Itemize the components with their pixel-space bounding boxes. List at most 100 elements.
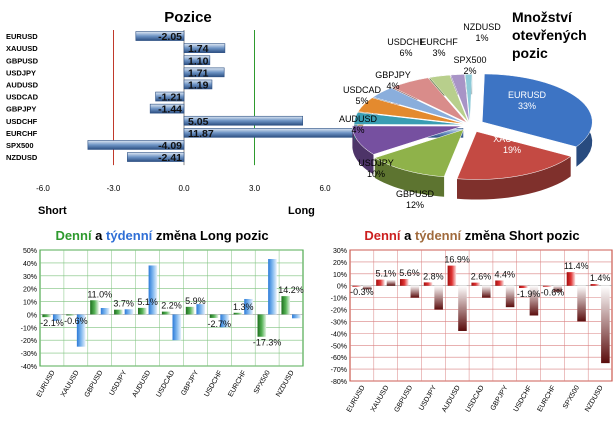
daily-bar — [423, 282, 433, 286]
pozice-bar — [183, 67, 225, 78]
daily-value-label: 11.0% — [87, 289, 112, 299]
pie-label-name: XAUUSD — [493, 134, 531, 144]
weekly-bar — [434, 285, 443, 310]
weekly-bar — [124, 309, 134, 315]
daily-value-label: -1.9% — [517, 289, 541, 299]
daily-value-label: 2.6% — [471, 272, 492, 282]
daily-bar — [495, 280, 504, 286]
daily-value-label: -0.6% — [541, 287, 565, 297]
weekly-bar — [148, 265, 158, 315]
y-tick-label: 10% — [333, 272, 347, 279]
pozice-value-label: -2.41 — [158, 152, 182, 164]
pozice-tick-label: 3.0 — [249, 184, 261, 193]
daily-value-label: 1.3% — [233, 302, 254, 312]
pozice-tick-label: -6.0 — [36, 184, 50, 193]
y-tick-label: -30% — [331, 319, 347, 326]
long-change-chart: Denní a týdenní změna Long pozic 50% 40% 3… — [21, 228, 304, 399]
long-title-and: a — [92, 228, 106, 243]
pozice-short-label: Short — [38, 205, 67, 217]
pozice-bar — [183, 79, 213, 90]
pozice-value-label: -4.09 — [158, 140, 182, 152]
daily-bar — [114, 309, 123, 315]
weekly-bar — [529, 285, 539, 316]
pie-slice — [482, 73, 593, 148]
pozice-bars: -2.05 1.741.101.711.19 -1.21-1.44 5.0511.87… — [87, 31, 464, 164]
y-tick-label: -40% — [21, 364, 37, 371]
y-tick-label: -30% — [21, 351, 37, 358]
x-category-label: AUDUSD — [131, 370, 152, 399]
y-tick-label: -70% — [331, 367, 347, 374]
pie-slice-side — [374, 157, 445, 197]
pozice-category-label: USDJPY — [6, 68, 36, 77]
pie-label-name: GBPJPY — [375, 70, 411, 80]
pie-label-name: USDJPY — [358, 158, 394, 168]
daily-value-label: 5.9% — [185, 296, 206, 306]
x-category-label: EURUSD — [36, 370, 57, 399]
x-category-label: USDCAD — [155, 370, 176, 399]
short-title-rest: změna Short pozic — [461, 228, 579, 243]
x-category-label: EURCHF — [227, 370, 248, 399]
x-category-label: GBPJPY — [490, 384, 510, 412]
pie-label-value: 4% — [351, 125, 364, 135]
x-category-label: USDJPY — [418, 384, 438, 412]
daily-value-label: 3.7% — [113, 299, 134, 309]
daily-value-label: -0.6% — [64, 316, 88, 326]
daily-bar — [185, 306, 195, 315]
pie-slice — [357, 97, 465, 125]
y-tick-label: -20% — [21, 338, 37, 345]
x-category-label: USDCHF — [513, 385, 534, 414]
daily-bar — [66, 314, 75, 316]
daily-value-label: -17.3% — [253, 338, 282, 348]
pie-label-value: 6% — [399, 48, 412, 58]
pie-slice — [352, 125, 463, 155]
pie-label-value: 3% — [432, 48, 445, 58]
pie-slice-side — [457, 156, 571, 200]
long-title-rest: změna Long pozic — [152, 228, 268, 243]
pozice-bar — [183, 128, 464, 138]
x-category-label: AUDUSD — [441, 385, 462, 414]
x-category-label: SPX500 — [253, 369, 272, 395]
pozice-bar — [183, 115, 303, 126]
pie-slice — [464, 74, 473, 123]
short-change-chart: Denní a týdenní změna Short pozic 30% 20%… — [331, 228, 613, 414]
daily-value-label: 2.8% — [423, 271, 444, 281]
y-tick-label: -60% — [331, 355, 347, 362]
daily-value-label: 5.1% — [137, 297, 158, 307]
daily-value-label: 5.6% — [399, 268, 420, 278]
pozice-value-label: -1.44 — [158, 104, 182, 116]
pozice-tick-label: 0.0 — [178, 184, 190, 193]
pie-slice — [353, 112, 465, 125]
pie-title-line-1: Množství — [512, 9, 573, 25]
y-tick-label: -50% — [331, 343, 347, 350]
x-category-label: GBPUSD — [84, 370, 105, 399]
y-tick-label: 50% — [23, 248, 37, 255]
daily-bar — [42, 314, 51, 318]
y-tick-label: 20% — [333, 260, 347, 267]
pozice-bar — [155, 91, 185, 102]
daily-bar — [257, 314, 267, 337]
x-category-label: EURCHF — [537, 385, 558, 414]
daily-bar — [590, 284, 600, 286]
y-tick-label: 0% — [27, 312, 37, 319]
long-title-weekly: týdenní — [106, 228, 153, 243]
pie-label-value: 1% — [475, 33, 488, 43]
daily-bar — [471, 282, 480, 286]
short-title-and: a — [400, 228, 414, 243]
pozice-bar — [149, 103, 185, 114]
pozice-category-label: GBPUSD — [6, 56, 39, 65]
x-category-label: NZDUSD — [584, 385, 605, 414]
y-tick-label: 30% — [23, 274, 37, 281]
pie-label-name: NZDUSD — [463, 22, 501, 32]
pozice-category-label: EURUSD — [6, 32, 38, 41]
pozice-tick-labels: -6.0 -3.0 0.0 3.0 6.0 — [36, 184, 331, 193]
pozice-long-label: Long — [288, 205, 315, 217]
short-title-daily: Denní — [364, 228, 401, 243]
pozice-bar — [135, 31, 185, 41]
daily-value-label: 11.4% — [564, 261, 589, 271]
x-category-label: NZDUSD — [275, 370, 296, 399]
pozice-category-label: GBPJPY — [6, 105, 36, 114]
pie-label-value: 33% — [518, 101, 536, 111]
pozice-bar — [87, 140, 185, 150]
pozice-value-label: 5.05 — [188, 116, 209, 128]
